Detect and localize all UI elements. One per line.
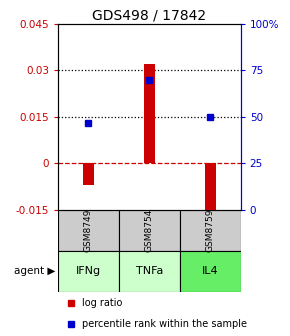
Bar [180,210,241,251]
Text: agent ▶: agent ▶ [14,266,55,277]
Bar [119,251,180,292]
Bar [205,164,216,212]
Text: GSM8749: GSM8749 [84,209,93,252]
Title: GDS498 / 17842: GDS498 / 17842 [92,8,206,23]
Bar [58,251,119,292]
Bar [119,210,180,251]
Bar [180,251,241,292]
Text: GSM8759: GSM8759 [206,209,215,252]
Text: IL4: IL4 [202,266,219,277]
Text: percentile rank within the sample: percentile rank within the sample [82,319,247,329]
Text: TNFa: TNFa [136,266,163,277]
Bar [83,164,94,185]
Bar [58,210,119,251]
Text: log ratio: log ratio [82,298,122,308]
Bar [144,64,155,164]
Text: IFNg: IFNg [76,266,101,277]
Text: GSM8754: GSM8754 [145,209,154,252]
